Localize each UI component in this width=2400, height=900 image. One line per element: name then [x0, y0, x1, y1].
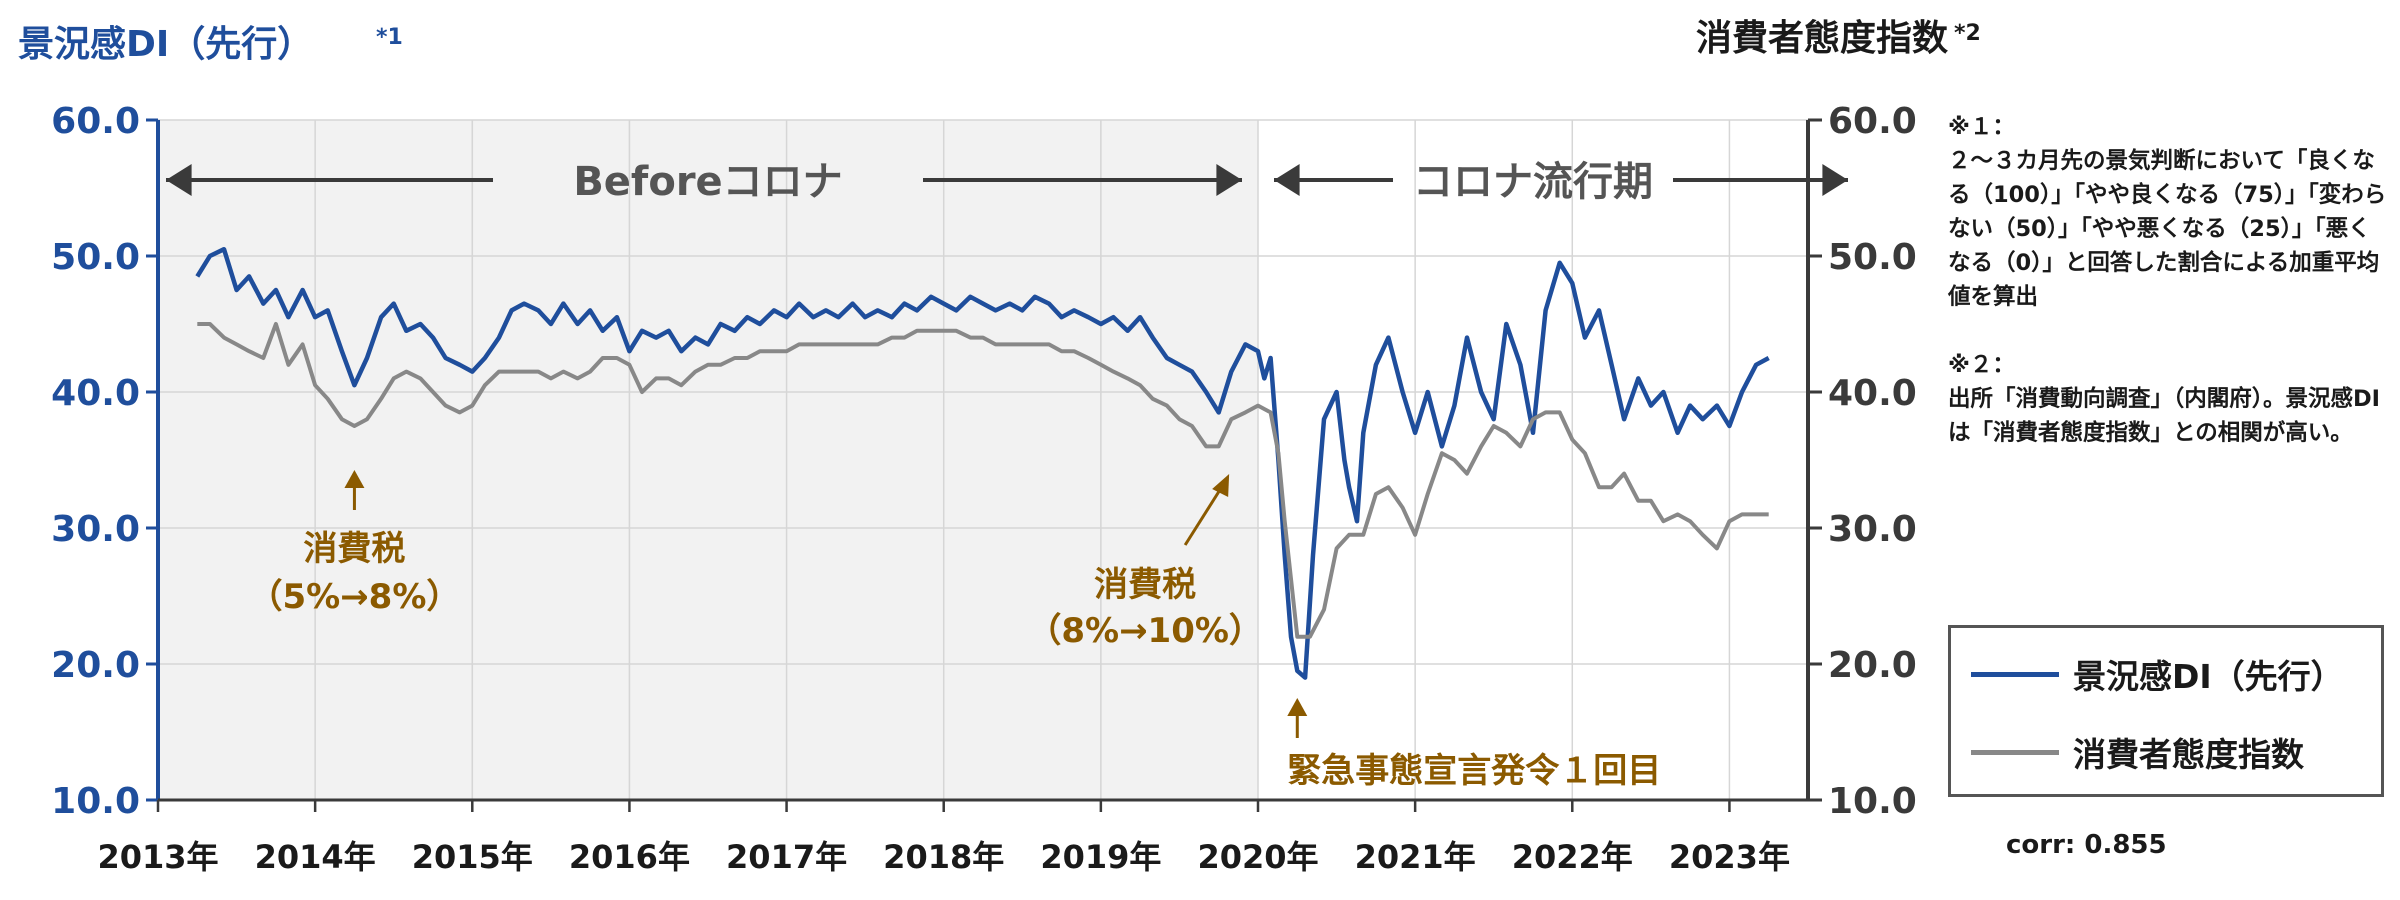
annotation-arrow-emergency-head: [1287, 698, 1308, 716]
annotation-arrow-tax-2019-head: [1212, 474, 1230, 497]
annotation-tax-2014-line1: 消費税: [303, 529, 405, 569]
x-tick-label: 2013年: [97, 838, 218, 876]
x-tick-label: 2022年: [1512, 838, 1633, 876]
note-1-title: ※１：: [1948, 114, 2015, 140]
legend-label-consumer-index: 消費者態度指数: [2073, 735, 2304, 774]
period-label-before: Beforeコロナ: [573, 159, 842, 205]
series-line-sentiment-di: [195, 246, 1770, 680]
x-tick-label: 2014年: [255, 838, 376, 876]
left-axis-title-note: *1: [376, 25, 403, 50]
arrowhead-right: [1822, 164, 1848, 196]
annotation-arrow-tax-2014-head: [344, 470, 365, 488]
x-tick-label: 2020年: [1197, 838, 1318, 876]
note-2-body: 出所「消費動向調査」（内閣府）。景況感DIは「消費者態度指数」との相関が高い。: [1948, 386, 2381, 446]
left-tick-label: 50.0: [51, 237, 140, 278]
arrowhead-right: [1216, 164, 1242, 196]
note-1-body: ２～３カ月先の景気判断において「良くなる（100）」「やや良くなる（75）」「変…: [1948, 148, 2387, 310]
period-label-corona: コロナ流行期: [1413, 159, 1653, 205]
x-tick-label: 2015年: [412, 838, 533, 876]
arrowhead-left: [166, 164, 192, 196]
left-tick-label: 60.0: [51, 101, 140, 142]
legend-item-consumer-index: 消費者態度指数: [1971, 732, 2304, 774]
arrowhead-left: [1274, 164, 1300, 196]
right-axis-title-note: *2: [1954, 21, 1981, 46]
plot-background: [158, 120, 1258, 800]
x-tick-label: 2023年: [1669, 838, 1790, 876]
left-tick-label: 20.0: [51, 645, 140, 686]
correlation-label: corr: 0.855: [2006, 830, 2167, 860]
series-lines: [195, 246, 1770, 680]
annotation-tax-2014-line2: （5%→8%）: [248, 577, 460, 617]
series-line-consumer-index: [197, 322, 1769, 639]
legend-item-sentiment-di: 景況感DI（先行）: [1971, 654, 2344, 696]
shaded-before-corona: [158, 120, 1258, 800]
left-tick-label: 30.0: [51, 509, 140, 550]
annotation-tax-2019-line1: 消費税: [1094, 565, 1196, 605]
right-tick-label: 10.0: [1828, 781, 1917, 822]
left-tick-label: 40.0: [51, 373, 140, 414]
annotation-arrow-tax-2019: [1183, 487, 1223, 546]
legend-label-sentiment-di: 景況感DI（先行）: [2073, 657, 2344, 696]
x-tick-label: 2019年: [1040, 838, 1161, 876]
legend-swatch-blue: [1971, 671, 2059, 677]
x-tick-label: 2016年: [569, 838, 690, 876]
legend-swatch-gray: [1971, 749, 2059, 755]
x-tick-label: 2017年: [726, 838, 847, 876]
footnotes: ※１： ２～３カ月先の景気判断において「良くなる（100）」「やや良くなる（75…: [1948, 110, 2388, 450]
right-axis-title: 消費者態度指数: [1696, 18, 1948, 59]
right-tick-label: 20.0: [1828, 645, 1917, 686]
annotation-emergency: 緊急事態宣言発令１回目: [1287, 751, 1661, 791]
right-tick-label: 50.0: [1828, 237, 1917, 278]
legend: 景況感DI（先行） 消費者態度指数: [1948, 625, 2384, 797]
note-2-title: ※２：: [1948, 352, 2015, 378]
right-tick-label: 60.0: [1828, 101, 1917, 142]
axes: [146, 118, 1822, 812]
chart-labels: 60.0 50.0 40.0 30.0 20.0 10.0 60.0 50.0 40.0 30.0…: [18, 18, 1981, 876]
right-tick-label: 40.0: [1828, 373, 1917, 414]
annotation-tax-2019-line2: （8%→10%）: [1027, 611, 1263, 651]
x-tick-label: 2018年: [883, 838, 1004, 876]
right-tick-label: 30.0: [1828, 509, 1917, 550]
left-tick-label: 10.0: [51, 781, 140, 822]
x-tick-label: 2021年: [1355, 838, 1476, 876]
left-axis-title: 景況感DI（先行）: [18, 24, 313, 65]
